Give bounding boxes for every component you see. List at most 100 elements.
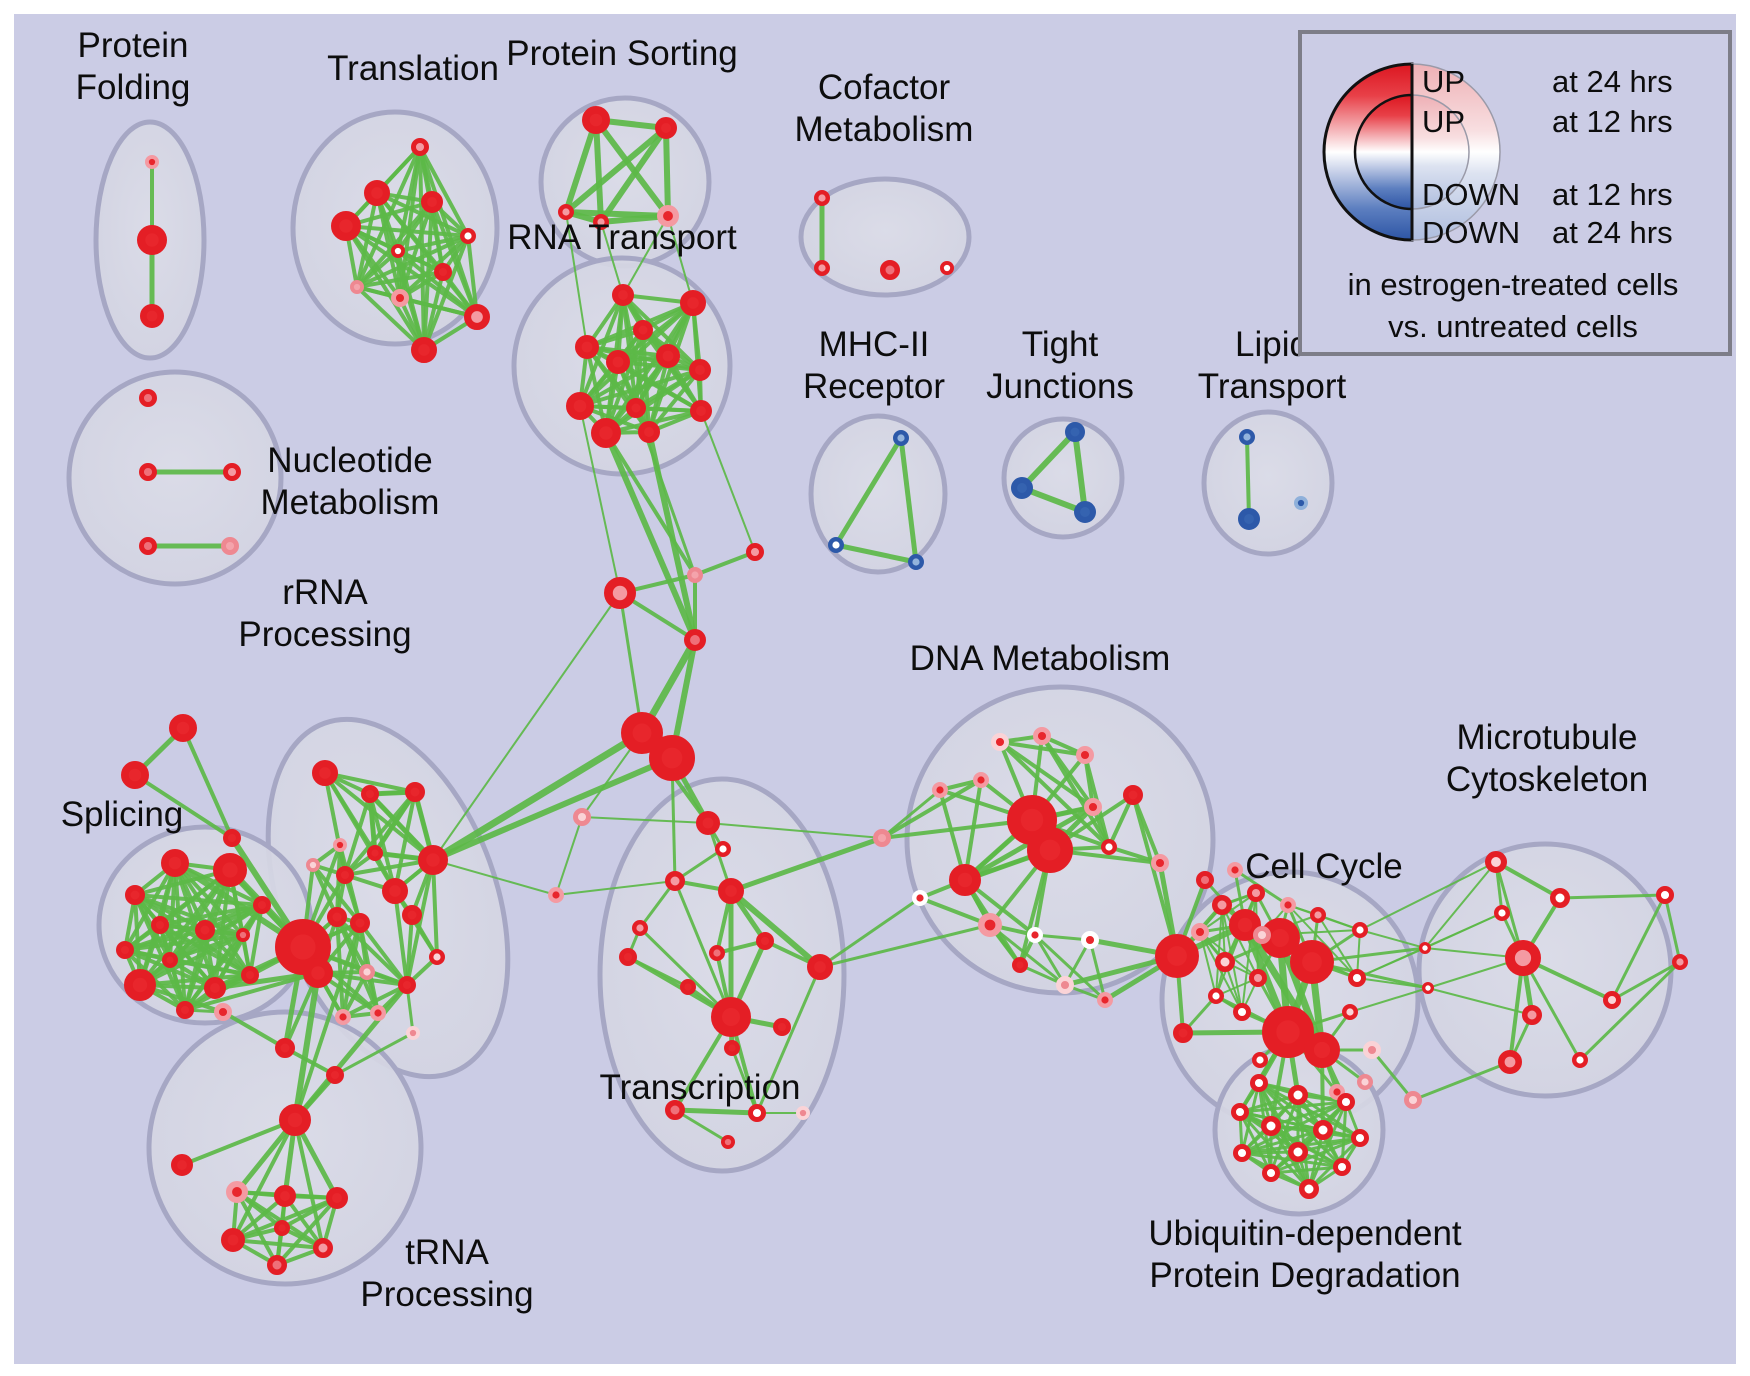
gene-node-39[interactable]: [1011, 476, 1034, 499]
gene-node-62[interactable]: [203, 977, 226, 1000]
gene-node-3[interactable]: [411, 138, 430, 157]
gene-node-185[interactable]: [1261, 1116, 1281, 1136]
gene-node-158[interactable]: [1309, 907, 1326, 924]
gene-node-149[interactable]: [1212, 895, 1232, 915]
gene-node-82[interactable]: [370, 1005, 387, 1022]
gene-node-180[interactable]: [1571, 1051, 1588, 1068]
gene-node-77[interactable]: [275, 919, 332, 976]
gene-node-138[interactable]: [1080, 930, 1099, 949]
gene-node-121[interactable]: [572, 807, 591, 826]
gene-node-104[interactable]: [695, 810, 720, 835]
gene-node-14[interactable]: [581, 105, 610, 134]
gene-node-191[interactable]: [1332, 1157, 1351, 1176]
gene-node-169[interactable]: [1419, 942, 1432, 955]
gene-node-65[interactable]: [312, 760, 339, 787]
gene-node-127[interactable]: [1083, 797, 1102, 816]
gene-node-41[interactable]: [1238, 429, 1255, 446]
gene-node-88[interactable]: [326, 1065, 345, 1084]
gene-node-83[interactable]: [335, 1009, 352, 1026]
gene-node-139[interactable]: [1012, 957, 1029, 974]
gene-node-79[interactable]: [429, 949, 446, 966]
gene-node-170[interactable]: [1422, 982, 1435, 995]
gene-node-48[interactable]: [221, 536, 240, 555]
gene-node-156[interactable]: [1252, 925, 1271, 944]
gene-node-93[interactable]: [325, 1187, 348, 1210]
gene-node-100[interactable]: [745, 542, 764, 561]
gene-node-26[interactable]: [565, 392, 594, 421]
gene-node-136[interactable]: [977, 912, 1002, 937]
gene-node-119[interactable]: [632, 920, 649, 937]
gene-node-116[interactable]: [747, 1103, 766, 1122]
gene-node-167[interactable]: [1226, 862, 1243, 879]
gene-node-92[interactable]: [273, 1185, 296, 1208]
gene-node-49[interactable]: [169, 713, 198, 742]
gene-node-28[interactable]: [591, 418, 621, 448]
gene-node-132[interactable]: [932, 782, 949, 799]
gene-node-69[interactable]: [305, 857, 320, 872]
gene-node-164[interactable]: [1356, 1073, 1373, 1090]
gene-node-33[interactable]: [880, 260, 900, 280]
gene-node-161[interactable]: [1341, 1004, 1358, 1021]
gene-node-27[interactable]: [626, 398, 646, 418]
gene-node-178[interactable]: [1671, 954, 1688, 971]
gene-node-7[interactable]: [460, 227, 477, 244]
gene-node-134[interactable]: [949, 864, 982, 897]
gene-node-21[interactable]: [633, 320, 653, 340]
gene-node-122[interactable]: [990, 732, 1009, 751]
gene-node-87[interactable]: [275, 1038, 295, 1058]
gene-node-51[interactable]: [223, 828, 242, 847]
gene-node-56[interactable]: [151, 915, 170, 934]
gene-node-84[interactable]: [405, 1026, 420, 1041]
gene-node-71[interactable]: [367, 845, 384, 862]
gene-node-80[interactable]: [359, 964, 376, 981]
gene-node-18[interactable]: [657, 204, 680, 227]
gene-node-60[interactable]: [161, 952, 178, 969]
gene-node-130[interactable]: [1100, 839, 1117, 856]
gene-node-159[interactable]: [1351, 922, 1368, 939]
gene-node-47[interactable]: [139, 536, 158, 555]
gene-node-181[interactable]: [1249, 1073, 1268, 1092]
gene-node-50[interactable]: [120, 760, 149, 789]
gene-node-61[interactable]: [123, 969, 156, 1002]
gene-node-157[interactable]: [1279, 897, 1296, 914]
gene-node-43[interactable]: [1294, 495, 1309, 510]
gene-node-177[interactable]: [1655, 885, 1674, 904]
gene-node-107[interactable]: [718, 878, 745, 905]
gene-node-12[interactable]: [464, 304, 491, 331]
gene-node-6[interactable]: [420, 190, 443, 213]
gene-node-35[interactable]: [893, 430, 910, 447]
gene-node-72[interactable]: [382, 878, 409, 905]
gene-node-165[interactable]: [1251, 1051, 1268, 1068]
gene-node-70[interactable]: [336, 865, 355, 884]
gene-node-131[interactable]: [1150, 853, 1169, 872]
gene-node-81[interactable]: [398, 975, 417, 994]
gene-node-108[interactable]: [755, 931, 774, 950]
gene-node-37[interactable]: [908, 554, 925, 571]
gene-node-146[interactable]: [1262, 1006, 1315, 1059]
gene-node-147[interactable]: [1303, 1031, 1340, 1068]
gene-node-103[interactable]: [649, 735, 696, 782]
gene-node-171[interactable]: [1485, 851, 1508, 874]
gene-node-1[interactable]: [137, 225, 167, 255]
gene-node-73[interactable]: [402, 905, 422, 925]
gene-node-45[interactable]: [139, 463, 158, 482]
gene-node-140[interactable]: [1055, 975, 1074, 994]
gene-node-23[interactable]: [605, 349, 630, 374]
gene-node-188[interactable]: [1232, 1143, 1251, 1162]
gene-node-34[interactable]: [939, 260, 954, 275]
gene-node-97[interactable]: [274, 1219, 291, 1236]
gene-node-85[interactable]: [548, 887, 565, 904]
gene-node-186[interactable]: [1313, 1120, 1333, 1140]
gene-node-64[interactable]: [176, 1000, 195, 1019]
gene-node-168[interactable]: [1195, 870, 1214, 889]
gene-node-13[interactable]: [411, 337, 438, 364]
gene-node-141[interactable]: [1096, 992, 1113, 1009]
gene-node-154[interactable]: [1207, 988, 1224, 1005]
gene-node-44[interactable]: [139, 389, 158, 408]
gene-node-135[interactable]: [912, 890, 929, 907]
gene-node-8[interactable]: [390, 244, 405, 259]
gene-node-19[interactable]: [612, 283, 635, 306]
gene-node-17[interactable]: [593, 213, 610, 230]
gene-node-162[interactable]: [1362, 1040, 1381, 1059]
gene-node-105[interactable]: [715, 841, 732, 858]
